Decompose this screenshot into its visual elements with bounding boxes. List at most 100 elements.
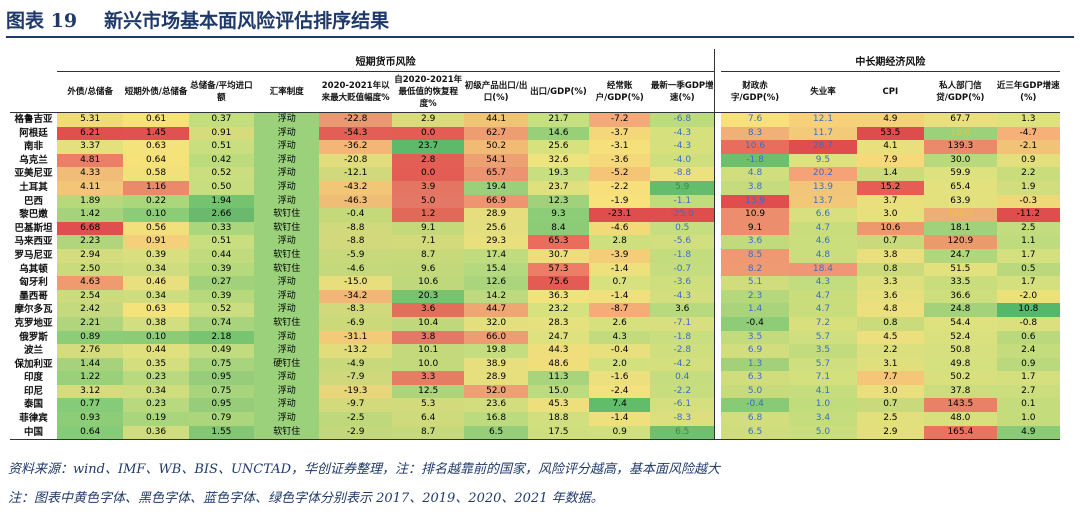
table-cell: 66.9 (464, 194, 528, 209)
table-cell: 0.91 (123, 235, 189, 249)
table-cell: 67.7 (924, 112, 997, 127)
table-cell: 18.8 (527, 412, 590, 426)
table-cell: -8.3 (650, 412, 715, 426)
table-row: 乌其顿 2.50 0.34 0.39 软钉住 -4.6 9.6 15.4 57.3 -1.4 -0.… (10, 262, 1060, 277)
table-cell: -3.9 (589, 248, 651, 263)
table-cell: 51.5 (924, 262, 997, 277)
table-cell: 浮动 (254, 112, 320, 127)
table-cell: 15.4 (464, 262, 528, 277)
table-cell: -25.0 (650, 208, 715, 222)
group-separator (714, 235, 721, 249)
table-cell: 13.9 (789, 180, 857, 195)
table-row: 匈牙利 4.63 0.46 0.27 浮动 -15.0 10.6 12.6 75.6 0.7 -3.… (10, 276, 1060, 290)
table-cell: 9.1 (391, 221, 465, 236)
table-cell: 50.2 (924, 371, 997, 385)
table-row: 巴基斯坦 6.68 0.56 0.33 软钉住 -8.8 9.1 25.6 8.4 -4.6 0.5… (10, 221, 1060, 236)
country-name: 巴西 (23, 195, 43, 207)
table-cell: -1.9 (589, 194, 651, 209)
group-separator (714, 153, 721, 168)
table-cell: 1.7 (996, 371, 1060, 385)
table-cell: 3.8 (856, 248, 925, 263)
table-cell: 浮动 (254, 398, 320, 413)
table-cell: 19.8 (464, 344, 528, 358)
table-cell: 6.6 (789, 208, 857, 222)
group-separator (714, 140, 721, 154)
table-cell: -5.6 (650, 235, 715, 249)
table-cell: 7.9 (856, 153, 925, 168)
table-cell: 45.3 (527, 398, 590, 413)
table-cell: 浮动 (254, 276, 320, 290)
table-cell: 0.39 (188, 289, 255, 304)
country-name: 乌克兰 (19, 154, 48, 166)
table-cell: 6.8 (720, 412, 790, 426)
table-cell: 1.7 (996, 276, 1060, 290)
country-name: 菲律宾 (19, 413, 48, 425)
table-cell: 3.12 (56, 384, 124, 399)
table-cell: 浮动 (254, 140, 320, 154)
table-cell: 11.3 (527, 371, 590, 385)
table-cell: -0.7 (650, 262, 715, 277)
table-cell: 1.94 (188, 194, 255, 209)
table-row: 克罗地亚 2.21 0.38 0.74 软钉住 -6.9 10.4 32.0 28.3 2.6 -7… (10, 316, 1060, 331)
table-cell: 6.5 (464, 425, 528, 440)
group-separator (714, 316, 721, 331)
group-header-blank (10, 49, 57, 72)
table-cell: 44.7 (464, 303, 528, 317)
table-cell: 浮动 (254, 412, 320, 426)
table-cell: 3.7 (856, 194, 925, 209)
table-cell: 10.6 (391, 276, 465, 290)
table-cell: -4.6 (589, 221, 651, 236)
table-cell: 12.6 (464, 276, 528, 290)
table-cell: -1.8 (720, 153, 790, 168)
table-cell: 0.35 (123, 357, 189, 372)
table-cell: -31.1 (319, 330, 392, 345)
group-separator (714, 412, 721, 426)
table-cell: 4.1 (856, 140, 925, 154)
table-cell: 浮动 (254, 384, 320, 399)
table-cell: 6.3 (720, 371, 790, 385)
table-cell: 3.6 (856, 289, 925, 304)
table-cell: -1.6 (589, 371, 651, 385)
table-cell: 4.7 (789, 221, 857, 236)
table-cell: 4.7 (789, 303, 857, 317)
group-separator (714, 194, 721, 209)
table-cell: 20.2 (789, 167, 857, 181)
table-cell: 0.34 (123, 384, 189, 399)
table-cell: 0.51 (188, 140, 255, 154)
table-cell: 0.52 (188, 167, 255, 181)
table-cell: 3.1 (856, 357, 925, 372)
table-cell: 0.50 (188, 180, 255, 195)
table-row: 波兰 2.76 0.44 0.49 浮动 -13.2 10.1 19.8 44.3 -0.4 -2.… (10, 344, 1060, 358)
table-cell: 10.0 (391, 357, 465, 372)
table-cell: 28.9 (464, 208, 528, 222)
table-row: 亚美尼亚 4.33 0.58 0.52 浮动 -12.1 0.0 65.7 19.3 -5.2 -8… (10, 167, 1060, 181)
table-row: 泰国 0.77 0.23 0.95 浮动 -9.7 5.3 23.6 45.3 7.4 -6.1 -0… (10, 398, 1060, 413)
group-separator (714, 112, 721, 127)
table-cell: 2.3 (720, 289, 790, 304)
table-cell: -2.2 (589, 180, 651, 195)
table-cell: 2.76 (56, 344, 124, 358)
table-cell: 38.9 (464, 357, 528, 372)
table-cell: 65.3 (527, 235, 590, 249)
table-cell: 2.9 (856, 425, 925, 440)
table-cell: 3.6 (650, 303, 715, 317)
table-cell: 0.39 (188, 262, 255, 277)
table-cell: 21.7 (527, 112, 590, 127)
table-cell: 1.4 (856, 167, 925, 181)
table-cell: 2.94 (56, 248, 124, 263)
table-cell: 浮动 (254, 180, 320, 195)
column-header: 外债/总储备 (56, 71, 124, 113)
table-cell: 0.7 (589, 276, 651, 290)
table-cell: 44.1 (464, 112, 528, 127)
table-cell: 44.3 (527, 344, 590, 358)
country-name: 印尼 (23, 385, 43, 397)
table-cell: -5.9 (319, 248, 392, 263)
table-cell: 软钉住 (254, 208, 320, 222)
table-cell: 25.6 (464, 221, 528, 236)
table-cell: 0.64 (56, 425, 124, 440)
risk-table: 短期货币风险 中长期经济风险 外债/总储备 短期外债/总储备 总储备/平均进口额 汇率制度… (10, 49, 1060, 440)
table-cell: -8.8 (650, 167, 715, 181)
table-cell: 2.21 (56, 316, 124, 331)
table-cell: -2.4 (589, 384, 651, 399)
table-cell: 0.39 (123, 248, 189, 263)
